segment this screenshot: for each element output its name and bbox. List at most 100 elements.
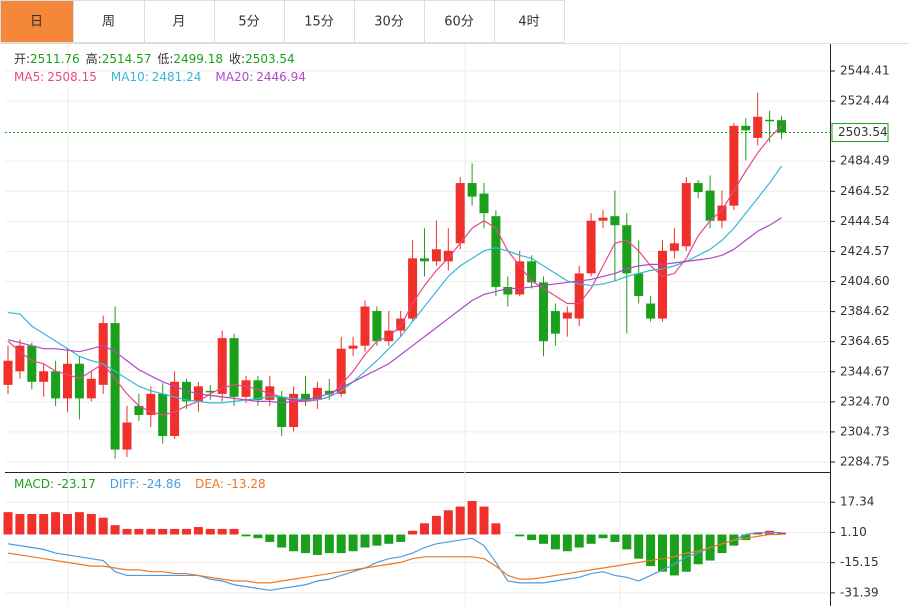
candle-body [277,396,287,427]
candle-body [669,243,679,251]
macd-bar [527,534,537,541]
y-tick-label: 2324.70 [840,394,890,408]
candle-body [705,190,715,221]
candle-body [431,249,441,262]
candle-body [265,386,275,400]
candle-body [110,323,120,450]
tab[interactable] [424,0,495,43]
tab-label[interactable]: 15分 [304,15,334,30]
ohlc-readout: 开:2511.76 高:2514.57 低:2499.18 收:2503.54 [14,51,295,66]
candle-body [598,217,608,221]
macd-bar [336,534,346,554]
candle-body [396,318,406,331]
macd-bar [550,534,560,550]
macd-bar [443,510,453,535]
macd-bar [562,534,572,552]
candle-body [610,216,620,226]
legend-name: MA5: [14,70,44,84]
tab[interactable] [214,0,285,43]
y-tick-label: 2364.65 [840,334,890,348]
candle-body [693,183,703,193]
candle-body [205,390,215,393]
macd-bar [217,528,227,535]
macd-bar [693,534,703,565]
legend-name: MACD: [14,477,54,491]
macd-bar [455,506,465,535]
ma-legend: MA5: 2508.15 MA10: 2481.24 MA20: 2446.94 [14,70,306,84]
tab-label[interactable]: 周 [102,15,115,30]
macd-bar [265,534,275,542]
legend-name: MA10: [111,70,149,84]
macd-bar [51,512,61,535]
macd-bar [420,523,429,535]
y-tick-label: 2444.54 [840,214,890,228]
y-tick-label: -15.15 [840,555,879,569]
macd-bar [182,528,191,535]
candle-body [122,422,132,450]
candle-body [229,338,239,397]
candle-body [146,393,156,415]
candle-body [63,363,72,399]
candle-body [455,183,465,244]
candle-body [217,338,227,394]
tab-label[interactable]: 4时 [518,15,539,30]
candle-body [574,273,584,319]
macd-bar [241,534,251,537]
y-tick-label: 2304.73 [840,424,890,438]
readout-label: 开: [14,52,30,66]
ma-line [7,125,782,416]
legend-value: 2446.94 [256,70,306,84]
macd-bar [777,532,786,535]
macd-bar [134,528,144,535]
candle-body [646,303,656,319]
macd-bar [122,528,132,535]
macd-bar [74,512,84,535]
macd-bar [86,514,96,535]
tab-label[interactable]: 日 [30,15,43,30]
tab-label[interactable]: 5分 [238,15,259,30]
y-tick-label: 2464.52 [840,184,890,198]
tab[interactable] [354,0,425,43]
macd-bar [479,506,489,535]
tab[interactable] [284,0,355,43]
tab-label[interactable]: 月 [172,15,185,30]
candle-body [170,381,180,437]
candle-body [741,125,751,131]
candle-body [550,311,560,334]
candle-body [27,345,37,382]
candle-body [312,387,322,400]
macd-bar [289,534,299,552]
y-tick-label: 1.10 [840,525,867,539]
y-tick-label: -31.39 [840,585,879,599]
tab[interactable] [494,0,565,43]
last-price-label: 2503.54 [838,125,888,139]
macd-bar [229,528,239,535]
legend-name: MA20: [215,70,253,84]
candle-body [491,216,501,287]
candle-body [372,311,382,342]
candle-body [729,125,739,206]
macd-bar [646,534,656,567]
tab[interactable] [0,0,74,43]
legend-name: DIFF: [110,477,140,491]
macd-bar [658,534,667,572]
macd-bar [622,534,632,550]
macd-bar [539,534,548,544]
y-tick-label: 2544.41 [840,63,890,77]
tab-label[interactable]: 30分 [374,15,404,30]
readout-label: 低: [157,52,173,66]
grid: 2284.75 2304.73 2324.70 2344.67 2364.65 2384.… [5,63,890,599]
candle-body [681,183,691,247]
macd-bar [15,514,25,535]
candle-body [301,393,310,400]
tab-label[interactable]: 60分 [444,15,474,30]
candle-body [134,405,144,415]
candle-body [515,261,525,295]
candle-body [182,381,191,402]
candle-body [3,360,13,385]
candle-body [527,261,537,283]
macd-legend: MACD: -23.17 DIFF: -24.86 DEA: -13.28 [14,477,266,491]
candle-body [420,258,429,262]
y-tick-label: 2424.57 [840,244,890,258]
